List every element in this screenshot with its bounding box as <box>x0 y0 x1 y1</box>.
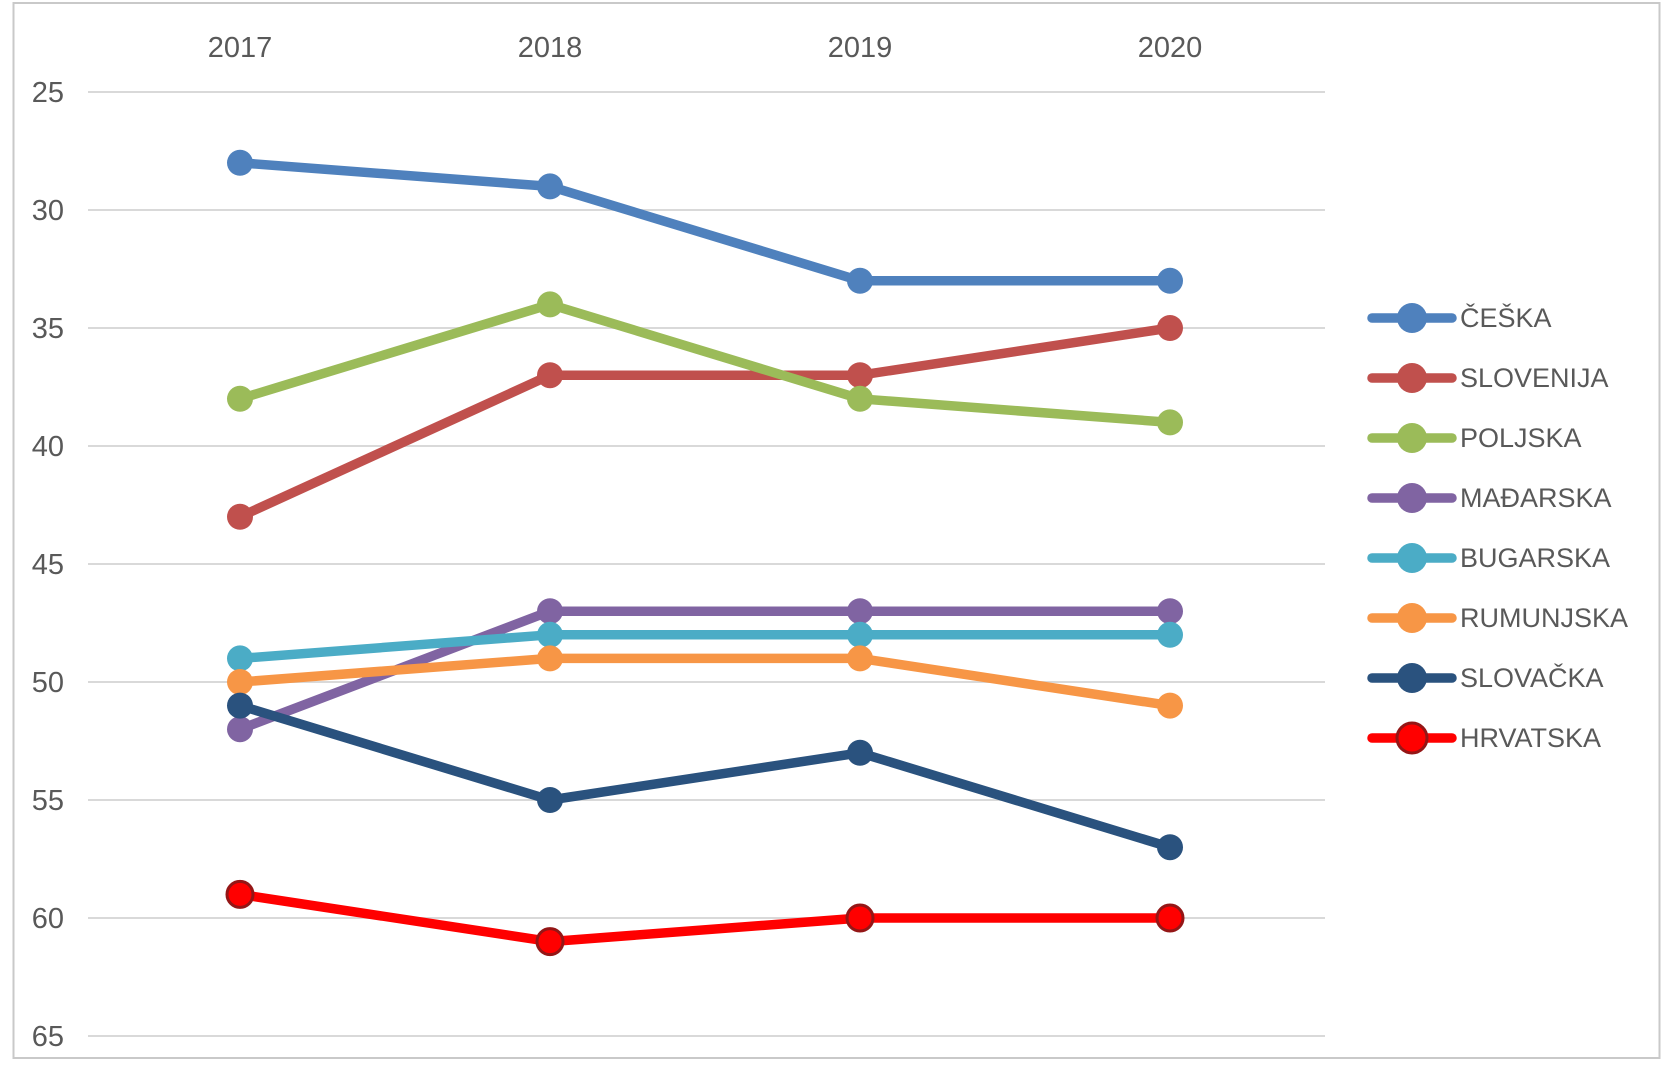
series-marker-bugarska-2018 <box>537 621 563 648</box>
series-marker-ma-arska-2018 <box>537 598 563 625</box>
x-tick-label-2019: 2019 <box>828 32 893 64</box>
legend-label-hrvatska: HRVATSKA <box>1460 723 1601 753</box>
gridlines <box>88 91 1325 1037</box>
y-tick-label-65: 65 <box>32 1021 64 1053</box>
series-hrvatska <box>225 879 1185 957</box>
series-marker-rumunjska-2017 <box>227 669 253 695</box>
legend-label-ma-arska: MAĐARSKA <box>1460 483 1612 513</box>
y-axis-tick-labels: 25 30 35 40 45 50 55 60 65 <box>32 77 64 1053</box>
legend-item-ceska: ČEŠKA <box>1367 302 1552 333</box>
legend-item-bugarska: BUGARSKA <box>1367 543 1610 573</box>
series-marker-slovenija-2020 <box>1157 315 1183 341</box>
y-tick-label-25: 25 <box>32 77 64 109</box>
series-marker-bugarska-2019 <box>847 621 873 648</box>
series-marker-ceska-2019 <box>847 267 873 294</box>
series-marker-hrvatska-2020 <box>1155 903 1185 933</box>
series-marker-poljska-2018 <box>537 291 563 318</box>
series-marker-bugarska-2017 <box>227 645 253 672</box>
series-bugarska <box>227 621 1183 672</box>
legend-dot-rumunjska <box>1397 603 1427 633</box>
legend-label-bugarska: BUGARSKA <box>1460 543 1610 573</box>
chart-frame-border <box>12 2 1661 1059</box>
series-marker-rumunjska-2019 <box>847 645 873 672</box>
y-tick-label-45: 45 <box>32 549 64 581</box>
series-line-slovacka <box>235 700 1175 852</box>
legend-item-hrvatska: HRVATSKA <box>1367 721 1601 755</box>
legend-item-ma-arska: MAĐARSKA <box>1367 483 1612 513</box>
series-marker-slovenija-2017 <box>227 503 253 530</box>
series-marker-slovacka-2020 <box>1157 834 1183 861</box>
legend-label-slovenija: SLOVENIJA <box>1460 363 1609 393</box>
series-marker-ceska-2018 <box>537 173 563 200</box>
series-marker-ma-arska-2020 <box>1157 598 1183 625</box>
series-marker-ceska-2017 <box>227 149 253 176</box>
series-marker-rumunjska-2020 <box>1157 692 1183 719</box>
x-tick-label-2018: 2018 <box>518 32 583 64</box>
legend-dot-ceska <box>1397 303 1427 333</box>
x-axis-tick-labels: 2017 2018 2019 2020 <box>208 32 1203 64</box>
legend-dot-slovenija <box>1397 363 1427 393</box>
legend-dot-hrvatska <box>1395 721 1429 755</box>
x-tick-label-2020: 2020 <box>1138 32 1203 64</box>
series-marker-ma-arska-2017 <box>227 716 253 743</box>
x-tick-label-2017: 2017 <box>208 32 273 64</box>
series-marker-hrvatska-2017 <box>225 879 255 909</box>
legend-label-ceska: ČEŠKA <box>1460 302 1552 333</box>
y-tick-label-35: 35 <box>32 313 64 345</box>
series-line-ceska <box>235 158 1175 286</box>
y-tick-label-60: 60 <box>32 903 64 935</box>
legend-item-rumunjska: RUMUNJSKA <box>1367 603 1628 633</box>
series-marker-slovenija-2019 <box>847 362 873 389</box>
series-line-slovenija <box>235 323 1175 522</box>
legend: ČEŠKA SLOVENIJA POLJSKA MAĐARSKA BUGARSKA RUM… <box>1367 302 1628 755</box>
series-marker-hrvatska-2019 <box>845 903 875 933</box>
series-poljska <box>227 291 1183 436</box>
legend-dot-poljska <box>1397 423 1427 453</box>
series-marker-bugarska-2020 <box>1157 621 1183 648</box>
legend-dot-ma-arska <box>1397 483 1427 513</box>
legend-item-poljska: POLJSKA <box>1367 423 1582 453</box>
series-line-poljska <box>235 299 1175 428</box>
series-slovenija <box>227 315 1183 530</box>
legend-dot-bugarska <box>1397 543 1427 573</box>
series-marker-slovenija-2018 <box>537 362 563 389</box>
series-marker-slovacka-2017 <box>227 692 253 719</box>
series-marker-poljska-2019 <box>847 385 873 412</box>
series-line-bugarska <box>235 630 1175 664</box>
series-marker-ma-arska-2019 <box>847 598 873 625</box>
legend-label-slovacka: SLOVAČKA <box>1460 662 1604 693</box>
y-tick-label-30: 30 <box>32 195 64 227</box>
series-line-rumunjska <box>235 653 1175 711</box>
series-marker-ceska-2020 <box>1157 267 1183 294</box>
y-tick-label-55: 55 <box>32 785 64 817</box>
legend-item-slovenija: SLOVENIJA <box>1367 363 1609 393</box>
series-ceska <box>227 149 1183 294</box>
series-marker-rumunjska-2018 <box>537 645 563 672</box>
series-marker-poljska-2017 <box>227 385 253 412</box>
y-tick-label-50: 50 <box>32 667 64 699</box>
legend-item-slovacka: SLOVAČKA <box>1367 662 1604 693</box>
series-marker-hrvatska-2018 <box>535 927 565 957</box>
legend-label-rumunjska: RUMUNJSKA <box>1460 603 1628 633</box>
legend-dot-slovacka <box>1397 663 1427 693</box>
y-tick-label-40: 40 <box>32 431 64 463</box>
series-line-hrvatska <box>235 889 1175 947</box>
series-rumunjska <box>227 645 1183 719</box>
series-slovacka <box>227 692 1183 861</box>
series-marker-poljska-2020 <box>1157 409 1183 436</box>
series-marker-slovacka-2019 <box>847 739 873 766</box>
series-marker-slovacka-2018 <box>537 787 563 813</box>
legend-label-poljska: POLJSKA <box>1460 423 1582 453</box>
